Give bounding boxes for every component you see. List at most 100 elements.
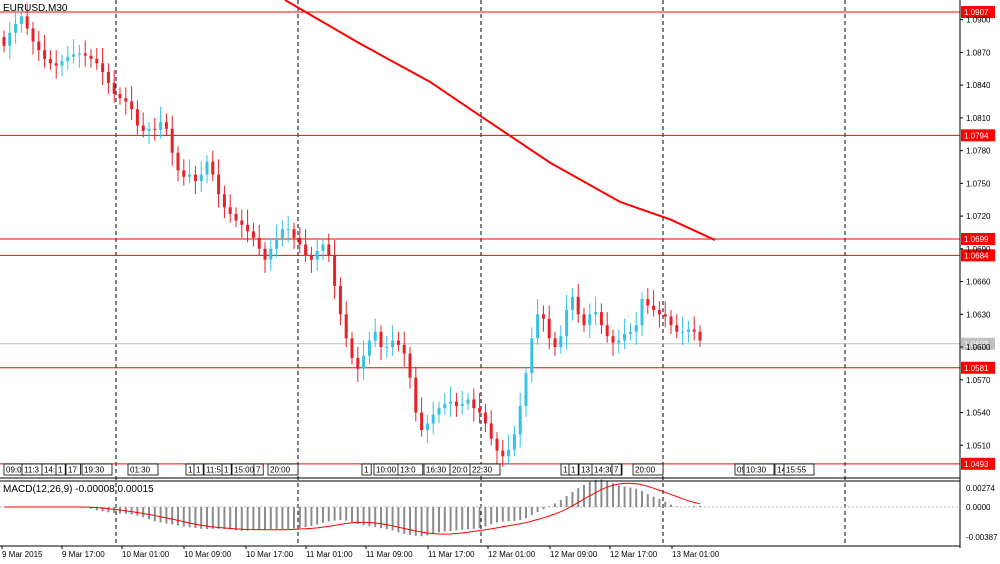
event-marker-label: 14:30: [594, 466, 615, 475]
event-marker-box: [65, 463, 81, 476]
event-marker-label: 09: [737, 466, 746, 475]
candle-body: [478, 408, 482, 413]
price-tick-label: 1.0540: [966, 409, 991, 418]
chart-title: EURUSD,M30: [3, 3, 68, 14]
candle-body: [675, 325, 679, 332]
event-marker-label: 1: [224, 466, 229, 475]
candle-body: [518, 405, 522, 435]
candle-body: [379, 331, 383, 348]
candle-body: [547, 318, 551, 339]
level-price-label: 1.0493: [964, 460, 989, 469]
candle-body: [367, 340, 371, 356]
candle-body: [565, 309, 569, 337]
candle-body: [112, 82, 116, 94]
candle-body: [31, 28, 35, 42]
candle-body: [89, 55, 93, 59]
candle-body: [460, 403, 464, 406]
candle-body: [101, 63, 105, 73]
event-marker-label: 13:0: [400, 466, 416, 475]
candle-body: [135, 109, 139, 126]
price-tick-label: 1.0630: [966, 310, 991, 319]
candle-body: [72, 54, 76, 57]
candle-body: [646, 299, 650, 306]
candle-body: [344, 314, 348, 339]
candle-body: [396, 340, 400, 345]
candle-body: [692, 329, 696, 332]
level-price-label: 1.0699: [964, 235, 989, 244]
current-price-label: 1.0603: [964, 340, 989, 349]
event-marker-box: [469, 463, 501, 476]
candle-body: [431, 414, 435, 424]
level-price-label: 1.0907: [964, 8, 989, 17]
candle-body: [228, 207, 232, 214]
candle-body: [472, 399, 476, 409]
macd-scale-label: 0.00274: [966, 484, 995, 493]
candle-body: [159, 122, 163, 130]
event-marker-box: [743, 463, 775, 476]
event-marker-label: 14:: [44, 466, 55, 475]
event-marker-label: 1: [58, 466, 63, 475]
candle-body: [182, 170, 186, 177]
time-tick-label: 12 Mar 17:00: [610, 550, 658, 559]
candle-body: [524, 373, 528, 406]
time-tick-label: 12 Mar 01:00: [488, 550, 536, 559]
candle-body: [222, 194, 226, 208]
candle-body: [611, 336, 615, 343]
candle-body: [37, 41, 41, 51]
candle-body: [483, 412, 487, 424]
candle-body: [582, 314, 586, 326]
candle-body: [576, 296, 580, 315]
price-tick-label: 1.0570: [966, 376, 991, 385]
candle-body: [437, 408, 441, 415]
event-marker-label: 09:00: [6, 466, 27, 475]
candle-body: [356, 357, 360, 369]
candle-body: [443, 403, 447, 409]
candle-body: [594, 312, 598, 315]
event-marker-label: 7: [256, 466, 261, 475]
event-marker-label: 16:30: [426, 466, 447, 475]
candle-body: [321, 244, 325, 252]
price-tick-label: 1.0600: [966, 343, 991, 352]
candle-body: [170, 128, 174, 153]
level-price-label: 1.0581: [964, 364, 989, 373]
candle-body: [286, 229, 290, 231]
event-marker-label: 11:5: [206, 466, 222, 475]
event-marker-label: 14: [777, 466, 786, 475]
macd-panel: 0.00274 0.0000 -0.00387: [0, 479, 998, 542]
price-tick-label: 1.0780: [966, 147, 991, 156]
candle-body: [48, 58, 52, 64]
candle-body: [425, 423, 429, 430]
candle-body: [309, 255, 313, 260]
time-tick-label: 11 Mar 17:00: [428, 550, 475, 559]
candle-body: [640, 299, 644, 326]
candle-body: [211, 161, 215, 175]
candle-body: [454, 401, 458, 406]
level-price-tag: [961, 6, 995, 19]
macd-signal-line: [4, 482, 701, 535]
moving-average-line: [284, 0, 716, 241]
horizontal-lines[interactable]: 1.0907 1.0794 1.0699 1.0684 1.0581 1.0493 1.06…: [0, 6, 995, 470]
candle-body: [570, 296, 574, 310]
event-marker-label: 1: [563, 466, 568, 475]
time-tick-label: 11 Mar 09:00: [366, 550, 413, 559]
candle-body: [507, 449, 511, 457]
candle-body: [217, 174, 221, 195]
candle-body: [686, 329, 690, 332]
candle-body: [512, 434, 516, 450]
candle-body: [141, 125, 145, 131]
price-tick-label: 1.0810: [966, 114, 991, 123]
event-marker-box: [193, 463, 204, 476]
grid-lines: [115, 0, 846, 546]
candle-body: [246, 224, 250, 232]
candle-body: [466, 399, 470, 404]
event-marker-box: [568, 463, 579, 476]
candle-body: [43, 50, 47, 59]
event-marker-label: 7: [614, 466, 619, 475]
candle-body: [385, 347, 389, 349]
price-tick-label: 1.0690: [966, 245, 991, 254]
candle-body: [298, 237, 302, 245]
